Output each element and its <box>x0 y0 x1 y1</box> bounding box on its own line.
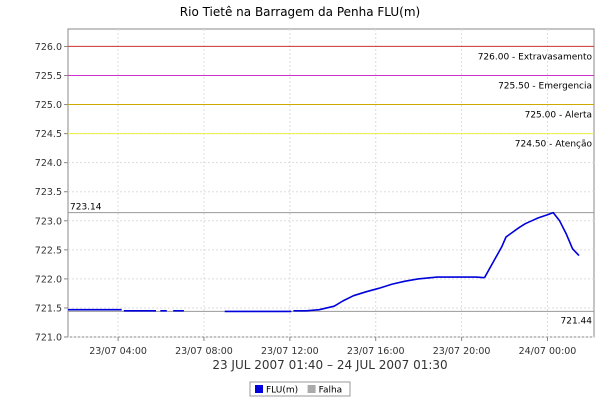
legend-box <box>249 381 351 397</box>
threshold-label: 725.50 - Emergencia <box>498 81 592 91</box>
threshold-label: 726.00 - Extravasamento <box>478 52 593 62</box>
x-tick-label: 23/07 08:00 <box>175 346 233 357</box>
x-tick-label: 23/07 16:00 <box>347 346 405 357</box>
grid <box>68 29 594 338</box>
x-tick-label: 23/07 12:00 <box>261 346 319 357</box>
plot-area <box>67 28 595 338</box>
legend-label: FLU(m) <box>266 386 298 396</box>
chart-title: Rio Tietê na Barragem da Penha FLU(m) <box>180 5 420 19</box>
legend: FLU(m) Falha <box>249 381 351 397</box>
y-tick-label: 722.0 <box>35 274 62 285</box>
y-axis: 721.0 721.5 722.0 722.5 723.0 723.5 724.0 724.5… <box>35 42 68 344</box>
y-tick-label: 723.0 <box>35 216 62 227</box>
y-tick-label: 724.5 <box>35 129 62 140</box>
x-tick-label: 23/07 20:00 <box>433 346 491 357</box>
threshold-label: 724.50 - Atenção <box>515 140 593 150</box>
y-tick-label: 725.5 <box>35 71 62 82</box>
legend-label: Falha <box>319 386 343 396</box>
legend-swatch <box>307 385 316 393</box>
date-range-label: 23 JUL 2007 01:40 – 24 JUL 2007 01:30 <box>212 358 447 372</box>
y-tick-label: 725.0 <box>35 100 62 111</box>
series-flu <box>68 211 580 313</box>
x-tick-label: 24/07 00:00 <box>519 346 577 357</box>
series-line-segment <box>483 211 580 279</box>
legend-swatch <box>255 385 263 393</box>
x-tick-label: 23/07 04:00 <box>89 346 147 357</box>
y-tick-label: 721.5 <box>35 303 62 314</box>
y-tick-label: 721.0 <box>35 333 62 344</box>
y-tick-label: 722.5 <box>35 245 62 256</box>
threshold-label: 725.00 - Alerta <box>525 111 592 121</box>
min-reference-label: 721.44 <box>561 316 593 326</box>
y-tick-label: 724.0 <box>35 158 62 169</box>
x-axis: 23/07 04:00 23/07 08:00 23/07 12:00 23/07 1… <box>89 337 576 357</box>
max-reference-label: 723.14 <box>70 203 102 213</box>
y-tick-label: 723.5 <box>35 187 62 198</box>
series-line-segment <box>293 276 485 312</box>
threshold-lines: 726.00 - Extravasamento 725.50 - Emergenc… <box>68 45 594 150</box>
y-tick-label: 726.0 <box>35 42 62 53</box>
